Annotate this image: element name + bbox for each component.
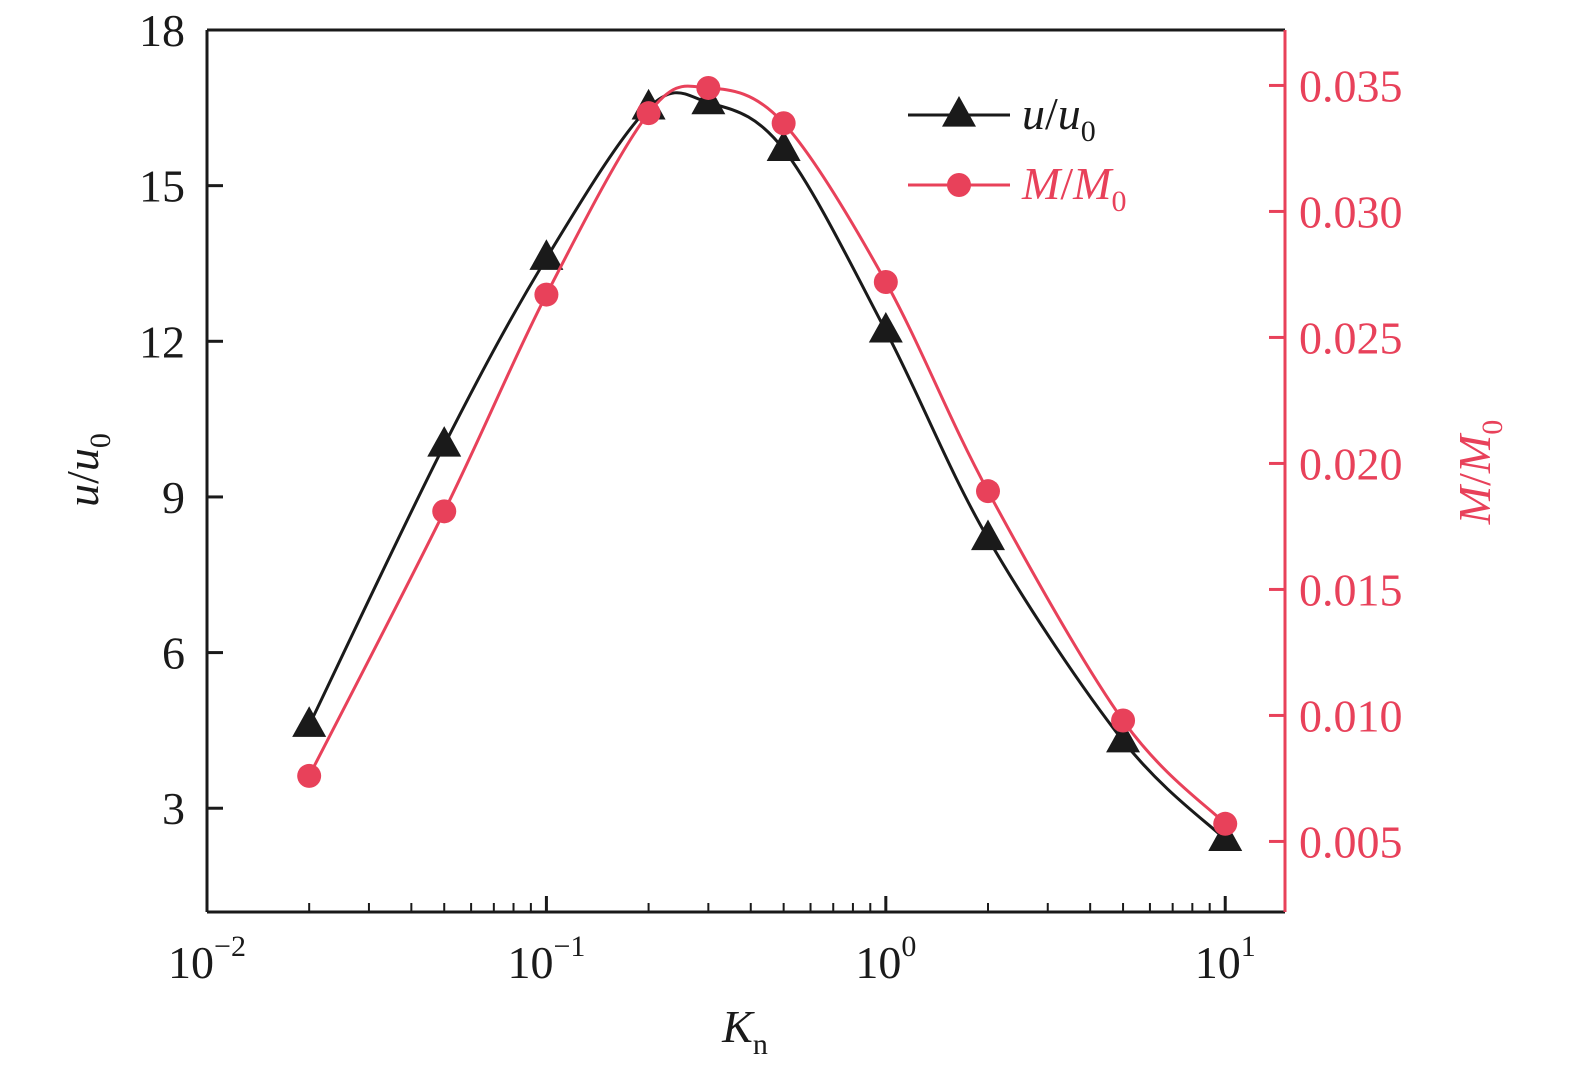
x-tick-label-base: 10 <box>168 937 214 988</box>
y-right-tick-label: 0.020 <box>1299 438 1403 489</box>
legend-label-main: M <box>1021 158 1063 209</box>
y-right-tick-label: 0.010 <box>1299 690 1403 741</box>
x-tick-label-exp: −2 <box>214 930 246 963</box>
legend-label-slash: / <box>1045 88 1058 139</box>
y-axis-left: 3 6 9 12 15 18 <box>139 5 223 834</box>
y-left-label-sub: 0 <box>84 433 117 448</box>
x-tick-label-exp: −1 <box>553 930 585 963</box>
triangle-point <box>1106 721 1141 753</box>
triangle-point <box>766 130 801 161</box>
legend-label-main2: u <box>1058 88 1081 139</box>
circle-point <box>432 499 457 524</box>
triangle-point <box>868 311 903 343</box>
legend-label-main: u <box>1022 88 1045 139</box>
y-left-label-main: u <box>57 484 108 507</box>
y-right-label-main2: M <box>1449 432 1500 474</box>
circle-point <box>297 763 322 788</box>
circle-point <box>873 270 898 294</box>
circle-point <box>696 75 721 100</box>
triangle-point <box>427 426 462 457</box>
circle-point <box>975 479 1000 504</box>
circle-point <box>534 282 559 307</box>
x-tick-label-base: 10 <box>855 937 901 988</box>
legend-circle-marker <box>947 173 971 197</box>
series-line-0 <box>307 91 1227 841</box>
triangle-point <box>970 519 1005 551</box>
y-left-tick-label: 9 <box>162 472 185 523</box>
legend-label: u/u0 <box>1022 88 1096 148</box>
y-left-tick-label: 12 <box>139 316 185 367</box>
circle-point <box>1213 811 1238 836</box>
y-right-label-main: M <box>1449 483 1500 525</box>
y-right-axis-label: M/M0 <box>1449 420 1509 525</box>
x-tick-label-exp: 0 <box>901 930 916 963</box>
series-layer <box>292 75 1243 851</box>
series-line-1 <box>307 84 1227 825</box>
y-left-tick-label: 18 <box>139 5 185 56</box>
x-axis-label-main: K <box>721 1001 755 1052</box>
triangle-point <box>529 239 564 270</box>
x-tick-label: 10−2 <box>168 930 246 988</box>
legend-label-main2: M <box>1072 158 1114 209</box>
y-left-label-main2: u <box>57 448 108 471</box>
y-left-axis-label: u/u0 <box>57 433 117 507</box>
triangle-point <box>292 706 327 737</box>
x-axis-label-sub: n <box>753 1028 768 1061</box>
x-tick-label: 10−1 <box>507 930 585 988</box>
y-right-label-sub: 0 <box>1476 420 1509 435</box>
x-tick-label: 101 <box>1195 930 1256 988</box>
y-right-label-slash: / <box>1449 473 1500 486</box>
legend-triangle-marker <box>942 96 976 127</box>
y-right-tick-label: 0.035 <box>1299 60 1403 111</box>
plot-frame <box>205 28 1287 914</box>
x-tick-label: 100 <box>855 930 916 988</box>
circle-point <box>1111 708 1136 733</box>
y-right-tick-label: 0.015 <box>1299 564 1403 615</box>
legend-label-sub: 0 <box>1111 185 1126 218</box>
x-axis-label: Kn <box>721 1001 768 1061</box>
circle-point <box>771 111 796 136</box>
y-left-tick-label: 3 <box>162 783 185 834</box>
y-left-tick-label: 6 <box>162 628 185 679</box>
y-left-label-slash: / <box>57 471 108 484</box>
y-left-tick-label: 15 <box>139 161 185 212</box>
y-axis-right: 0.005 0.010 0.015 0.020 0.025 0.030 0.035 <box>1269 60 1403 867</box>
y-right-tick-label: 0.025 <box>1299 312 1403 363</box>
x-tick-label-base: 10 <box>1195 937 1241 988</box>
x-tick-label-base: 10 <box>507 937 553 988</box>
legend-label-sub: 0 <box>1081 115 1096 148</box>
y-right-tick-label: 0.030 <box>1299 186 1403 237</box>
x-axis: 10−2 10−1 100 101 <box>168 896 1256 988</box>
legend-label: M/M0 <box>1021 158 1126 218</box>
legend-label-slash: / <box>1060 158 1073 209</box>
legend: u/u0M/M0 <box>908 88 1126 218</box>
y-right-tick-label: 0.005 <box>1299 816 1403 867</box>
circle-point <box>636 101 661 126</box>
x-tick-label-exp: 1 <box>1241 930 1256 963</box>
